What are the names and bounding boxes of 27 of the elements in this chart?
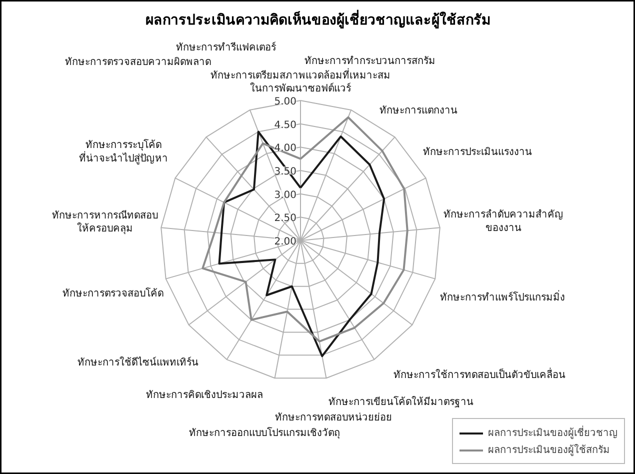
y-tick-label: 3.00	[274, 190, 296, 201]
spoke-label: ทักษะการตรวจสอบความผิดพลาด	[65, 56, 212, 68]
spoke-label: ทักษะการทำรีแฟคเตอร์	[176, 42, 277, 54]
y-tick-label: 3.50	[274, 166, 296, 178]
spoke-label: ทักษะการประเมินแรงงาน	[422, 146, 532, 158]
spoke-label: ทักษะการออกแบบโปรแกรมเชิงวัตถุ	[188, 426, 340, 439]
spoke-label: ทักษะการทำกระบวนการสกรัม	[304, 56, 436, 67]
legend-label: ผลการประเมินของผู้ใช้สกรัม	[488, 443, 610, 457]
spoke-label: ทักษะการใช้ดีไซน์แพทเทิร์น	[78, 356, 199, 369]
y-tick-label: 2.00	[274, 236, 296, 248]
spoke-label: ทักษะการใช้การทดสอบเป็นตัวขับเคลื่อน	[394, 367, 566, 382]
spoke-label: ทักษะการแตกงาน	[379, 106, 458, 117]
spoke-label: ทักษะการหากรณีทดสอบ ให้ครอบคลุม	[52, 209, 158, 234]
y-tick-label: 4.50	[274, 120, 296, 131]
y-tick-label: 5.00	[274, 96, 296, 108]
spoke-label: ทักษะการระบุโค้ด ที่น่าจะนำไปสู่ปัญหา	[78, 138, 168, 164]
spoke-label: ทักษะการตรวจสอบโค้ด	[62, 286, 164, 300]
spoke-label: ทักษะการเขียนโค้ดให้มีมาตรฐาน	[328, 395, 474, 408]
spoke-label: ทักษะการทำแพร์โปรแกรมมิ่ง	[440, 290, 566, 304]
y-tick-label: 2.50	[274, 213, 296, 224]
chart-title: ผลการประเมินความคิดเห็นของผู้เชี่ยวชาญและผู้ใช้สกรัม	[146, 10, 490, 28]
spoke-label: ทักษะการเตรียมสภาพแวดล้อมที่เหมาะสม ในการพัฒนาซอฟต์แวร์	[210, 67, 390, 95]
spoke-label: ทักษะการทดสอบหน่วยย่อย	[275, 412, 392, 424]
legend-label: ผลการประเมินของผู้เชี่ยวชาญ	[488, 425, 618, 440]
y-tick-label: 4.00	[274, 143, 296, 154]
spoke-label: ทักษะการคิดเชิงประมวลผล	[146, 390, 263, 402]
spoke-label: ทักษะการลำดับความสำคัญ ของงาน	[444, 210, 564, 234]
